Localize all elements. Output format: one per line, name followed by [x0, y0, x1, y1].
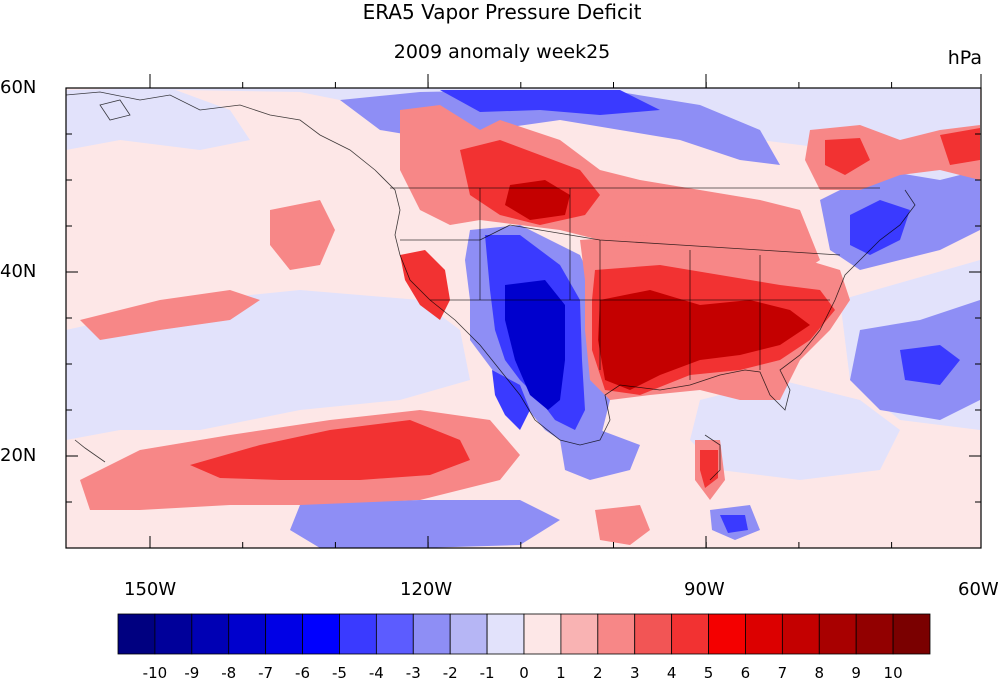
colorbar-box-12: [560, 613, 599, 655]
colorbar-label: 5: [703, 664, 714, 682]
anomaly-region-30: [595, 505, 650, 545]
colorbar-label: 3: [629, 664, 640, 682]
colorbar-box-10: [486, 613, 525, 655]
colorbar-label: 1: [556, 664, 566, 682]
anomaly-region-0: [66, 88, 980, 200]
colorbar-box-7: [375, 613, 414, 655]
colorbar: [117, 613, 931, 655]
colorbar-label: 2: [593, 664, 603, 682]
outline-0: [66, 91, 916, 446]
anomaly-region-27: [940, 128, 980, 165]
units-label: hPa: [947, 47, 982, 69]
colorbar-label: -4: [368, 664, 384, 682]
colorbar-label: -7: [258, 664, 274, 682]
plot-subtitle: 2009 anomaly week25: [393, 41, 611, 63]
colorbar-box-9: [449, 613, 488, 655]
axis-ticks: [66, 74, 982, 549]
colorbar-box-18: [781, 613, 820, 655]
colorbar-box-21: [892, 613, 931, 655]
anomaly-region-17: [270, 200, 335, 270]
plot-title: ERA5 Vapor Pressure Deficit: [362, 0, 642, 24]
lat-tick-label-60N: 60N: [0, 77, 37, 98]
anomaly-region-16: [80, 290, 260, 340]
anomaly-region-9: [900, 345, 960, 385]
colorbar-label: -10: [142, 664, 168, 682]
colorbar-box-4: [265, 613, 303, 655]
anomaly-region-2: [690, 380, 900, 480]
colorbar-label: -8: [221, 664, 237, 682]
colorbar-box-20: [855, 613, 894, 655]
colorbar-label: -9: [184, 664, 200, 682]
anomaly-field: [66, 88, 981, 548]
colorbar-box-3: [228, 613, 267, 655]
colorbar-label: 10: [883, 664, 903, 682]
colorbar-box-5: [302, 613, 340, 655]
anomaly-region-24: [598, 290, 810, 390]
colorbar-label: -3: [405, 664, 421, 682]
colorbar-box-6: [339, 613, 377, 655]
outline-11: [74, 439, 106, 463]
anomaly-region-34: [290, 500, 560, 548]
anomaly-region-15: [190, 420, 470, 480]
coastline-outlines: [66, 91, 916, 481]
colorbar-label: 6: [740, 664, 751, 682]
anomaly-region-33: [720, 515, 748, 533]
colorbar-label: 0: [519, 664, 529, 682]
anomaly-region-21: [400, 250, 450, 320]
lon-tick-label-60W: 60W: [958, 579, 999, 600]
lon-tick-label-90W: 90W: [684, 579, 725, 600]
colorbar-label: 9: [851, 664, 861, 682]
colorbar-box-19: [818, 613, 857, 655]
anomaly-region-26: [825, 138, 870, 175]
colorbar-box-11: [523, 613, 562, 655]
colorbar-label: 8: [814, 664, 825, 682]
colorbar-box-13: [597, 613, 636, 655]
anomaly-region-20: [505, 180, 570, 220]
colorbar-label: -6: [295, 664, 311, 682]
anomaly-region-29: [700, 450, 718, 488]
colorbar-box-8: [412, 613, 451, 655]
colorbar-box-1: [154, 613, 193, 655]
colorbar-label: -1: [479, 664, 495, 682]
colorbar-label: -2: [442, 664, 458, 682]
anomaly-region-31: [560, 430, 640, 480]
lon-tick-label-120W: 120W: [400, 579, 453, 600]
colorbar-label: 4: [666, 664, 677, 682]
lon-tick-label-150W: 150W: [124, 579, 177, 600]
anomaly-region-5: [440, 90, 660, 115]
colorbar-box-2: [191, 613, 230, 655]
colorbar-box-14: [634, 613, 673, 655]
colorbar-box-16: [708, 613, 746, 655]
lat-tick-label-20N: 20N: [0, 445, 37, 466]
colorbar-label: 7: [777, 664, 788, 682]
colorbar-box-17: [745, 613, 783, 655]
colorbar-box-15: [671, 613, 709, 655]
anomaly-region-4: [340, 90, 780, 165]
colorbar-box-0: [117, 613, 156, 655]
anomaly-region-35: [66, 88, 250, 150]
outline-10: [99, 99, 131, 121]
anomaly-region-12: [505, 280, 565, 410]
anomaly-region-7: [850, 200, 910, 255]
anomaly-region-13: [492, 370, 530, 430]
colorbar-label: -5: [331, 664, 347, 682]
outline-9: [704, 434, 721, 481]
lat-tick-label-40N: 40N: [0, 261, 37, 282]
